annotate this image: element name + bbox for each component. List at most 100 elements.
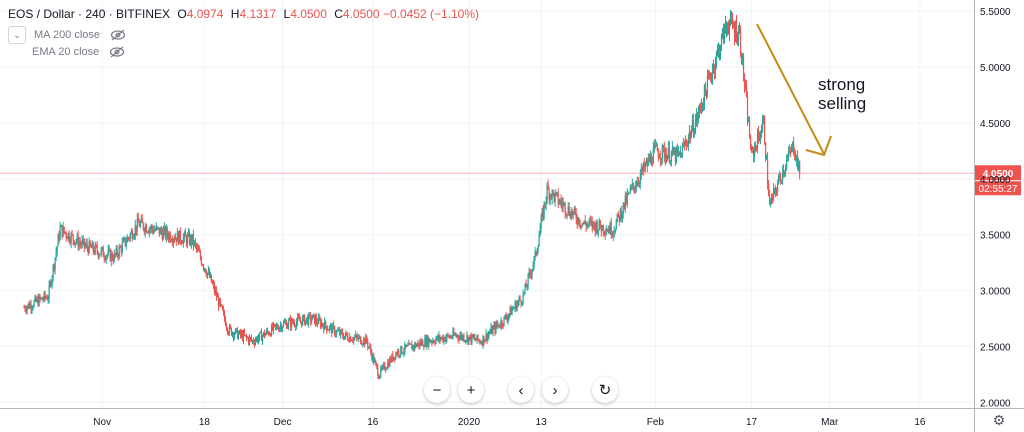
candle-body — [219, 299, 222, 305]
candle-body — [294, 322, 296, 326]
candle-body — [516, 303, 518, 311]
candle-body — [641, 167, 643, 172]
candle-body — [528, 272, 530, 275]
candle-body — [577, 217, 579, 224]
candle-body — [715, 52, 718, 64]
candle-body — [674, 150, 676, 162]
candle-body — [765, 158, 768, 160]
candle-body — [554, 193, 556, 202]
candle-body — [372, 354, 374, 360]
candle-body — [321, 323, 323, 327]
candle-body — [453, 331, 455, 336]
candle-body — [482, 336, 484, 345]
candle-body — [36, 298, 38, 302]
candle-body — [122, 239, 124, 243]
x-tick-label: 18 — [199, 417, 211, 428]
candle-body — [646, 160, 648, 166]
countdown-tag: 02:55:27 — [979, 184, 1018, 195]
hidden-eye-icon[interactable] — [110, 29, 126, 41]
candle-body — [418, 342, 420, 347]
candle-body — [545, 200, 547, 204]
candle-body — [166, 228, 168, 236]
candle-body — [84, 245, 86, 247]
hidden-eye-icon[interactable] — [109, 46, 125, 58]
candle-body — [258, 332, 261, 338]
candle-body — [140, 218, 142, 223]
candle-body — [83, 238, 85, 247]
candle-body — [759, 135, 762, 141]
candle-body — [197, 247, 200, 251]
candle-body — [794, 151, 796, 157]
candle-body — [460, 334, 462, 337]
candle-body — [189, 235, 191, 245]
candle-body — [719, 48, 722, 56]
symbol-title[interactable]: EOS / Dollar · 240 · BITFINEX — [8, 7, 171, 21]
open-value: 4.0974 — [186, 7, 224, 21]
candle-body — [791, 145, 793, 153]
candle-body — [253, 342, 256, 344]
candle-body — [553, 193, 555, 202]
candle-body — [503, 316, 505, 326]
candle-body — [447, 334, 449, 336]
candle-body — [272, 324, 275, 331]
candle-body — [485, 333, 487, 340]
candle-body — [214, 290, 217, 293]
indicator-ema20[interactable]: EMA 20 close — [32, 46, 125, 58]
candle-body — [57, 234, 59, 247]
candle-body — [699, 105, 702, 107]
candle-body — [786, 160, 788, 169]
candle-body — [371, 352, 373, 360]
candle-body — [771, 196, 774, 200]
candle-body — [419, 341, 421, 347]
candle-body — [24, 307, 26, 310]
candle-body — [311, 319, 313, 322]
gear-icon[interactable]: ⚙ — [992, 412, 1006, 428]
candle-body — [126, 237, 128, 243]
candle-body — [206, 272, 209, 276]
candle-body — [146, 231, 148, 233]
candle-body — [96, 246, 98, 252]
candle-body — [507, 316, 509, 321]
scroll-right-button[interactable]: › — [542, 377, 568, 403]
candle-body — [384, 364, 386, 370]
zoom-in-button[interactable]: + — [458, 377, 484, 403]
candle-body — [589, 220, 591, 222]
candle-body — [429, 338, 431, 343]
candle-body — [90, 245, 92, 249]
candle-body — [522, 293, 524, 303]
scroll-left-button[interactable]: ‹ — [508, 377, 534, 403]
candle-body — [136, 218, 138, 232]
candle-body — [93, 250, 95, 254]
candle-body — [618, 215, 620, 221]
candle-body — [224, 318, 227, 326]
collapse-chevron-icon[interactable]: ⌄ — [8, 26, 26, 44]
candle-body — [128, 238, 130, 240]
zoom-out-button[interactable]: − — [424, 377, 450, 403]
candle-body — [252, 340, 255, 343]
candle-body — [86, 243, 88, 248]
candle-body — [785, 168, 787, 171]
candle-body — [542, 211, 544, 218]
candle-body — [648, 157, 650, 162]
candle-body — [79, 242, 81, 244]
candle-body — [559, 199, 561, 203]
chart-nav-toolbar: − + ‹ › ↻ — [424, 377, 618, 403]
candle-body — [757, 132, 760, 137]
candle-body — [300, 320, 302, 322]
candle-body — [101, 247, 103, 250]
candle-body — [477, 335, 479, 340]
candle-body — [529, 272, 531, 274]
candle-body — [374, 360, 376, 363]
candle-body — [193, 241, 195, 245]
indicator-ma200[interactable]: ⌄ MA 200 close — [8, 26, 126, 44]
candle-body — [267, 332, 270, 335]
candle-body — [171, 241, 173, 243]
candle-body — [212, 283, 215, 285]
candle-body — [151, 226, 153, 230]
reset-chart-button[interactable]: ↻ — [592, 377, 618, 403]
candle-body — [200, 258, 203, 265]
candle-body — [552, 190, 554, 194]
candle-body — [346, 332, 348, 336]
